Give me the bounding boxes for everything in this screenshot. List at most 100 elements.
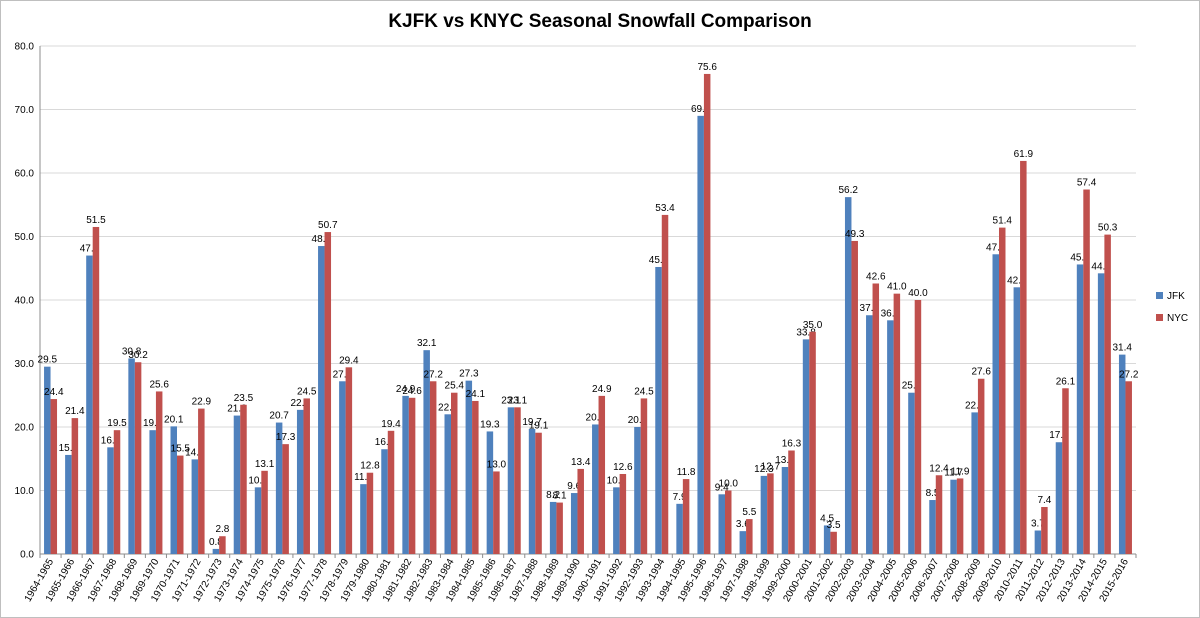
data-label-jfk: 45.2 [649, 255, 669, 266]
y-tick-label: 20.0 [15, 423, 35, 434]
bar-jfk [802, 339, 810, 554]
data-label-nyc: 22.9 [192, 397, 212, 408]
bar-nyc [977, 378, 985, 554]
bar-nyc [935, 475, 943, 554]
bar-jfk [233, 415, 241, 554]
bar-nyc [893, 293, 901, 554]
bar-nyc [1041, 507, 1048, 554]
bar-nyc [134, 362, 142, 554]
bar-nyc [155, 391, 163, 554]
legend-label-jfk: JFK [1167, 291, 1185, 302]
data-label-nyc: 27.2 [423, 369, 443, 380]
bar-jfk [170, 426, 177, 554]
data-label-jfk: 45.6 [1070, 252, 1090, 263]
data-label-nyc: 51.5 [86, 215, 106, 226]
bar-nyc [767, 473, 774, 554]
data-label-nyc: 24.5 [297, 386, 317, 397]
bar-jfk [107, 447, 114, 554]
bar-jfk [1034, 530, 1042, 554]
data-label-nyc: 41.0 [887, 282, 907, 293]
y-tick-label: 70.0 [15, 105, 35, 116]
legend-swatch-nyc [1156, 314, 1163, 321]
bar-nyc [809, 331, 816, 554]
data-label-nyc: 25.6 [149, 379, 169, 390]
bar-jfk [929, 500, 936, 554]
data-label-nyc: 24.1 [466, 389, 486, 400]
data-label-jfk: 12.3 [754, 464, 774, 475]
bar-jfk [971, 412, 978, 554]
data-label-jfk: 19.3 [480, 419, 500, 430]
data-label-nyc: 53.4 [655, 203, 675, 214]
bar-jfk [992, 254, 999, 554]
data-label-jfk: 47.2 [986, 242, 1006, 253]
bar-jfk [844, 197, 852, 554]
bar-nyc [746, 519, 753, 554]
bar-jfk [887, 320, 894, 554]
data-label-nyc: 13.0 [487, 459, 507, 470]
data-label-nyc: 23.5 [234, 393, 254, 404]
data-label-jfk: 23.1 [501, 395, 521, 406]
bar-jfk [634, 427, 641, 554]
data-label-jfk: 37.6 [860, 303, 880, 314]
data-label-nyc: 61.9 [1014, 149, 1034, 160]
data-label-jfk: 8.2 [546, 490, 560, 501]
bar-nyc [872, 283, 880, 554]
data-label-jfk: 4.5 [820, 513, 834, 524]
bar-nyc [240, 404, 247, 554]
data-label-jfk: 10.5 [248, 475, 268, 486]
data-label-jfk: 0.8 [209, 537, 223, 548]
bar-nyc [830, 531, 837, 554]
bar-jfk [86, 255, 93, 555]
data-label-jfk: 8.5 [926, 488, 940, 499]
data-label-jfk: 20.7 [269, 411, 289, 422]
bar-jfk [296, 409, 304, 554]
data-label-jfk: 20.1 [164, 414, 184, 425]
data-label-jfk: 30.8 [122, 346, 142, 357]
bar-nyc [914, 300, 922, 554]
data-label-nyc: 21.4 [65, 406, 85, 417]
bar-jfk [676, 503, 683, 554]
bar-jfk [486, 431, 494, 554]
bar-nyc [303, 398, 310, 554]
data-label-nyc: 19.1 [529, 421, 549, 432]
data-label-nyc: 12.4 [929, 463, 949, 474]
data-label-jfk: 27.3 [459, 369, 479, 380]
bar-jfk [275, 422, 283, 554]
data-label-jfk: 16.5 [375, 437, 395, 448]
data-label-nyc: 24.9 [592, 384, 612, 395]
bar-jfk [570, 493, 578, 554]
bar-jfk [528, 428, 536, 554]
bar-jfk [718, 494, 725, 554]
data-label-nyc: 27.2 [1119, 369, 1139, 380]
y-tick-label: 10.0 [15, 486, 35, 497]
data-label-jfk: 19.5 [143, 418, 163, 429]
data-label-nyc: 13.4 [571, 457, 591, 468]
data-label-jfk: 19.7 [522, 417, 542, 428]
data-label-jfk: 13.7 [775, 455, 795, 466]
bar-jfk [65, 454, 72, 554]
bar-jfk [1076, 264, 1084, 554]
data-label-nyc: 25.4 [445, 381, 465, 392]
data-label-nyc: 24.6 [402, 386, 422, 397]
bar-jfk [44, 366, 51, 554]
bar-nyc [429, 381, 437, 554]
data-label-jfk: 44.2 [1091, 261, 1111, 272]
bar-nyc [219, 536, 226, 554]
bar-nyc [493, 471, 500, 554]
data-label-nyc: 35.0 [803, 320, 823, 331]
data-label-nyc: 30.2 [128, 350, 148, 361]
bar-nyc [324, 232, 332, 554]
bar-nyc [788, 450, 795, 554]
bar-nyc [725, 490, 732, 554]
data-label-jfk: 10.5 [607, 475, 627, 486]
data-label-nyc: 24.4 [44, 387, 64, 398]
data-label-jfk: 3.7 [1031, 519, 1045, 530]
data-label-nyc: 29.4 [339, 355, 359, 366]
y-tick-label: 50.0 [15, 232, 35, 243]
data-label-jfk: 32.1 [417, 338, 437, 349]
data-label-jfk: 25.4 [902, 381, 922, 392]
bar-nyc [408, 397, 416, 554]
data-label-jfk: 48.5 [312, 234, 332, 245]
data-label-jfk: 47.0 [80, 244, 100, 255]
bar-jfk [697, 115, 704, 554]
